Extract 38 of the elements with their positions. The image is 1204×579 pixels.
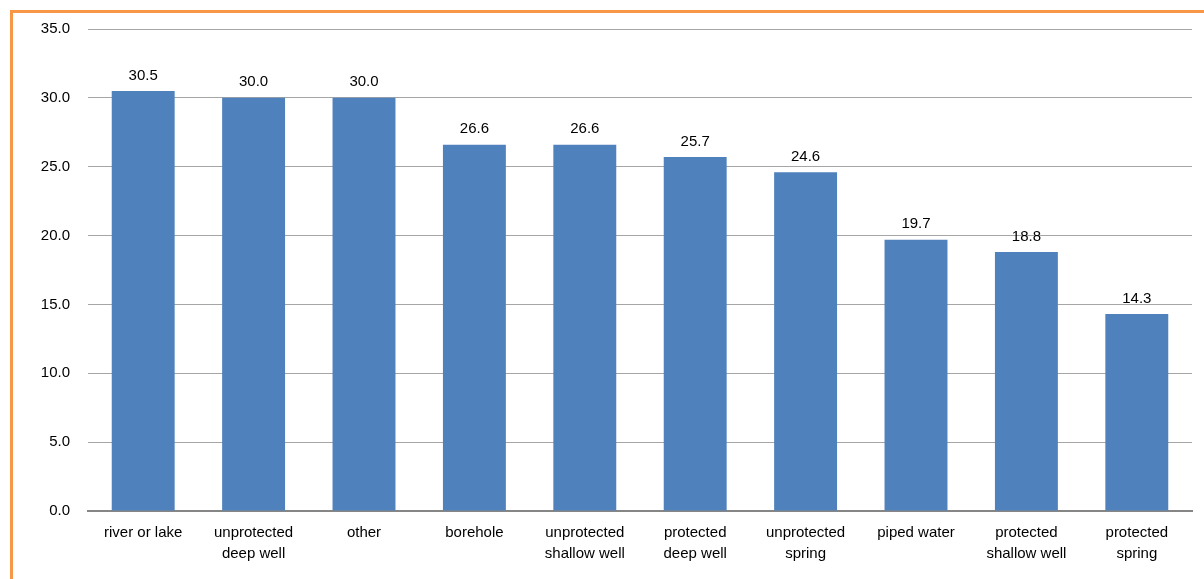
x-tick-label: piped water	[877, 523, 955, 541]
data-label: 26.6	[570, 119, 600, 137]
x-tick-label: unprotected spring	[765, 523, 846, 561]
bar	[774, 172, 838, 511]
y-tick-label: 10.0	[40, 363, 70, 381]
x-tick-label: river or lake	[104, 523, 183, 541]
data-label: 30.0	[239, 72, 269, 90]
x-tick-label: protected deep well	[663, 523, 727, 561]
data-label: 25.7	[680, 131, 710, 149]
data-label: 30.0	[349, 72, 379, 90]
bar	[111, 90, 175, 511]
x-tick-label: protected spring	[1105, 523, 1169, 561]
bar	[332, 97, 396, 511]
x-tick-label: other	[346, 523, 382, 541]
bar	[1105, 314, 1169, 511]
data-label: 14.3	[1122, 288, 1152, 306]
y-tick-label: 35.0	[40, 19, 70, 37]
bar	[442, 144, 506, 511]
bar	[663, 157, 727, 511]
bar	[884, 239, 948, 511]
data-label: 24.6	[791, 146, 821, 164]
data-label: 19.7	[901, 214, 931, 232]
y-tick-label: 25.0	[40, 156, 70, 174]
data-label: 18.8	[1011, 226, 1041, 244]
y-tick-label: 15.0	[40, 294, 70, 312]
bar	[222, 97, 286, 511]
y-tick-label: 30.0	[40, 88, 70, 105]
x-tick-label: unprotected deep well	[213, 523, 294, 561]
y-tick-label: 20.0	[40, 225, 70, 243]
data-label: 30.5	[128, 65, 158, 83]
bar	[553, 144, 617, 511]
bar	[994, 252, 1058, 511]
x-tick-label: borehole	[445, 523, 504, 541]
data-label: 26.6	[459, 119, 489, 137]
y-tick-label: 5.0	[49, 432, 70, 450]
y-tick-label: 0.0	[49, 501, 70, 519]
x-tick-label: protected shallow well	[986, 523, 1067, 561]
x-tick-label: unprotected shallow well	[544, 523, 625, 561]
